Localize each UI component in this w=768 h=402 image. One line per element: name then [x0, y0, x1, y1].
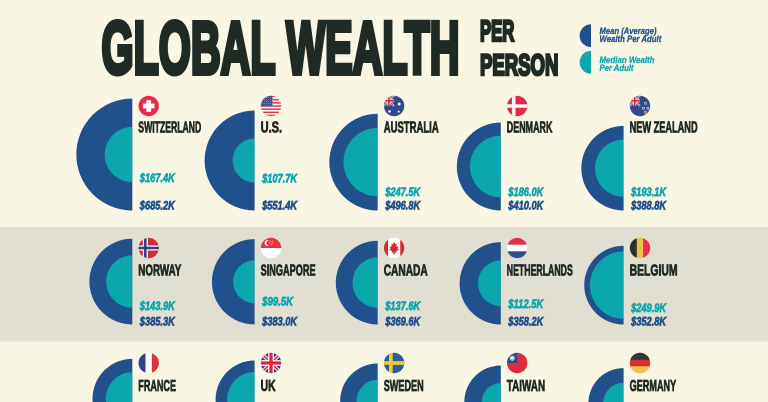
- svg-text:DENMARK: DENMARK: [507, 119, 553, 136]
- svg-text:NORWAY: NORWAY: [138, 263, 181, 280]
- svg-text:$388.8K: $388.8K: [630, 199, 667, 213]
- svg-text:$352.8K: $352.8K: [630, 315, 667, 329]
- svg-text:FRANCE: FRANCE: [138, 378, 176, 395]
- svg-text:Median Wealth: Median Wealth: [600, 55, 655, 66]
- svg-text:$112.5K: $112.5K: [508, 297, 545, 311]
- svg-text:$193.1K: $193.1K: [630, 185, 667, 199]
- svg-text:$167.4K: $167.4K: [139, 171, 176, 185]
- svg-text:Per Adult: Per Adult: [600, 63, 635, 74]
- svg-text:$385.3K: $385.3K: [139, 315, 176, 329]
- svg-text:U.S.: U.S.: [261, 119, 283, 136]
- svg-text:$247.5K: $247.5K: [384, 185, 421, 199]
- svg-text:$358.2K: $358.2K: [508, 315, 545, 329]
- svg-text:PER: PER: [480, 15, 514, 48]
- svg-text:SWEDEN: SWEDEN: [384, 378, 424, 395]
- svg-text:GERMANY: GERMANY: [630, 378, 677, 395]
- svg-text:PERSON: PERSON: [480, 49, 558, 82]
- svg-text:$137.6K: $137.6K: [384, 299, 421, 313]
- svg-text:$383.0K: $383.0K: [261, 315, 298, 329]
- svg-text:AUSTRALIA: AUSTRALIA: [384, 119, 439, 136]
- svg-text:UK: UK: [261, 378, 276, 395]
- svg-text:$685.2K: $685.2K: [139, 199, 176, 213]
- svg-text:CANADA: CANADA: [384, 263, 428, 280]
- svg-text:$496.8K: $496.8K: [384, 199, 421, 213]
- svg-text:TAIWAN: TAIWAN: [507, 378, 545, 395]
- svg-text:$249.9K: $249.9K: [630, 301, 667, 315]
- svg-text:NEW ZEALAND: NEW ZEALAND: [630, 119, 698, 136]
- svg-text:$99.5K: $99.5K: [261, 294, 294, 308]
- svg-text:$186.0K: $186.0K: [508, 185, 545, 199]
- svg-text:BELGIUM: BELGIUM: [630, 263, 678, 280]
- svg-text:$410.0K: $410.0K: [508, 199, 545, 213]
- svg-text:$143.9K: $143.9K: [139, 299, 176, 313]
- svg-text:$551.4K: $551.4K: [261, 199, 298, 213]
- svg-text:Mean (Average): Mean (Average): [600, 26, 657, 37]
- svg-text:SWITZERLAND: SWITZERLAND: [138, 119, 201, 136]
- svg-text:$369.6K: $369.6K: [384, 315, 421, 329]
- svg-text:GLOBAL WEALTH: GLOBAL WEALTH: [102, 7, 460, 90]
- svg-text:$107.7K: $107.7K: [261, 172, 298, 186]
- svg-text:NETHERLANDS: NETHERLANDS: [507, 263, 573, 280]
- svg-text:SINGAPORE: SINGAPORE: [261, 263, 316, 280]
- svg-text:Wealth Per Adult: Wealth Per Adult: [600, 34, 662, 45]
